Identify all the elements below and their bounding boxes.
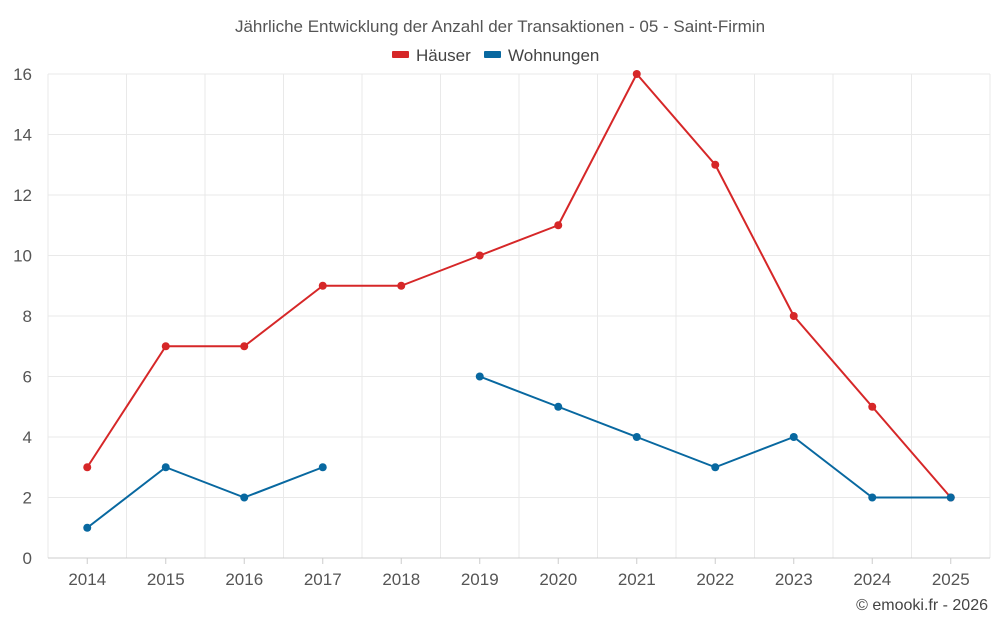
data-point-wohnungen[interactable] [868, 493, 877, 502]
data-point-wohnungen[interactable] [632, 433, 641, 441]
legend-label-haeuser[interactable]: Häuser [416, 46, 471, 65]
credit-text: © emooki.fr - 2026 [856, 597, 988, 614]
data-point-haeuser[interactable] [318, 281, 327, 290]
series-wohnungen [83, 372, 955, 532]
data-point-haeuser[interactable] [397, 281, 406, 290]
data-point-haeuser[interactable] [554, 221, 563, 230]
y-tick-label: 16 [13, 65, 32, 84]
x-tick-label: 2018 [382, 570, 420, 589]
data-point-haeuser[interactable] [868, 402, 877, 411]
legend-swatch-haeuser [392, 51, 409, 58]
y-tick-label: 6 [23, 368, 32, 387]
x-tick-label: 2023 [775, 570, 813, 589]
axes: 0 2 4 6 8 10 12 14 16 2014 2015 2016 2017 2018 2019 202… [13, 65, 990, 589]
data-point-wohnungen[interactable] [161, 463, 170, 472]
data-point-wohnungen[interactable] [711, 463, 720, 472]
legend: Häuser Wohnungen [392, 46, 599, 65]
data-point-wohnungen[interactable] [83, 523, 92, 532]
x-tick-label: 2019 [461, 570, 499, 589]
data-point-wohnungen[interactable] [946, 493, 955, 502]
y-tick-label: 4 [23, 428, 32, 447]
grid [47, 73, 991, 558]
x-tick-label: 2015 [147, 570, 185, 589]
x-tick-label: 2020 [539, 570, 577, 589]
x-tick-label: 2014 [68, 570, 106, 589]
series-haeuser [83, 70, 955, 502]
x-tick-label: 2022 [696, 570, 734, 589]
data-point-wohnungen[interactable] [789, 433, 798, 441]
y-tick-label: 10 [13, 247, 32, 266]
chart-title: Jährliche Entwicklung der Anzahl der Tra… [235, 17, 765, 36]
data-point-haeuser[interactable] [632, 70, 641, 78]
data-point-haeuser[interactable] [711, 160, 720, 169]
series-line-wohnungen [86, 466, 324, 529]
y-tick-label: 14 [13, 126, 32, 145]
data-point-wohnungen[interactable] [240, 493, 249, 502]
data-point-wohnungen[interactable] [475, 372, 484, 381]
legend-swatch-wohnungen [484, 51, 501, 58]
series-line-haeuser [86, 73, 952, 499]
y-tick-label: 8 [23, 307, 32, 326]
data-point-wohnungen[interactable] [554, 402, 563, 411]
y-tick-label: 2 [23, 489, 32, 508]
x-tick-label: 2017 [304, 570, 342, 589]
legend-label-wohnungen[interactable]: Wohnungen [508, 46, 599, 65]
x-tick-label: 2025 [932, 570, 970, 589]
y-tick-label: 12 [13, 186, 32, 205]
data-point-haeuser[interactable] [475, 251, 484, 260]
x-tick-label: 2016 [225, 570, 263, 589]
x-tick-label: 2024 [853, 570, 891, 589]
data-point-haeuser[interactable] [83, 463, 92, 472]
y-tick-label: 0 [23, 549, 32, 568]
x-tick-label: 2021 [618, 570, 656, 589]
data-point-haeuser[interactable] [789, 312, 798, 320]
data-point-haeuser[interactable] [161, 342, 170, 351]
data-point-haeuser[interactable] [240, 342, 249, 351]
series [83, 70, 955, 532]
data-point-wohnungen[interactable] [318, 463, 327, 472]
